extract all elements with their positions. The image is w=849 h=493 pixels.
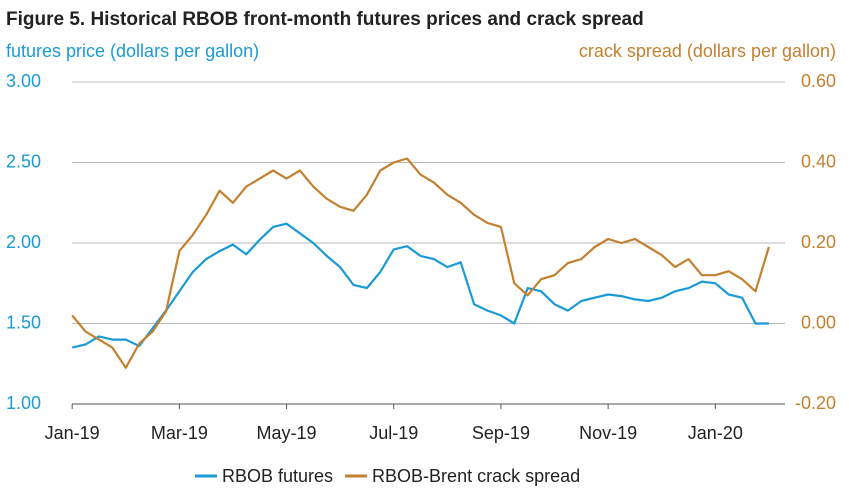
series-line xyxy=(71,222,769,349)
legend-label: RBOB-Brent crack spread xyxy=(372,466,580,486)
x-tick-label: Sep-19 xyxy=(472,423,530,443)
series-line xyxy=(71,157,770,369)
y2-tick-label: -0.20 xyxy=(795,393,836,413)
y2-tick-label: 0.40 xyxy=(801,151,836,171)
x-tick-label: May-19 xyxy=(257,423,317,443)
x-tick-label: Mar-19 xyxy=(151,423,208,443)
y-tick-label: 1.00 xyxy=(6,393,41,413)
y-axis-label: futures price (dollars per gallon) xyxy=(6,41,259,61)
y-tick-label: 2.50 xyxy=(6,151,41,171)
y2-tick-label: 0.00 xyxy=(801,312,836,332)
y2-tick-label: 0.60 xyxy=(801,71,836,91)
x-tick-label: Jan-19 xyxy=(45,423,100,443)
chart-title: Figure 5. Historical RBOB front-month fu… xyxy=(6,9,644,30)
x-tick-label: Jul-19 xyxy=(369,423,418,443)
y2-tick-label: 0.20 xyxy=(801,232,836,252)
y2-axis-label: crack spread (dollars per gallon) xyxy=(579,41,836,61)
x-tick-label: Nov-19 xyxy=(579,423,637,443)
y-tick-label: 2.00 xyxy=(6,232,41,252)
y-tick-label: 1.50 xyxy=(6,312,41,332)
legend-label: RBOB futures xyxy=(222,466,333,486)
x-tick-label: Jan-20 xyxy=(688,423,743,443)
y-tick-label: 3.00 xyxy=(6,71,41,91)
